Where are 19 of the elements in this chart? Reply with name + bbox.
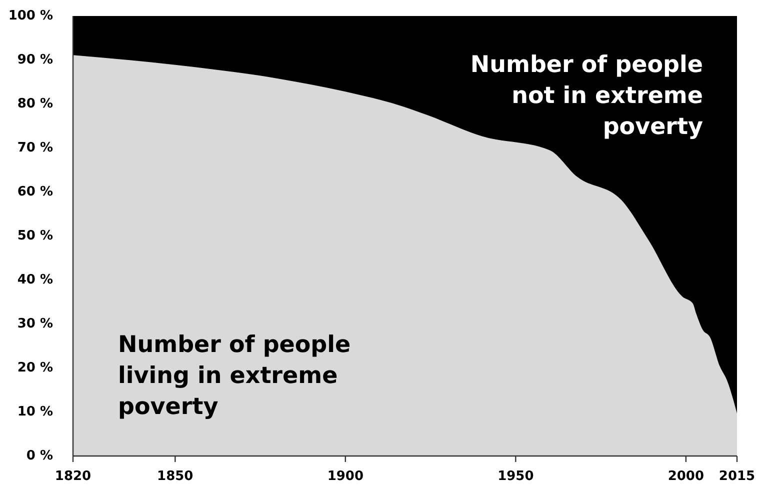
y-tick-label: 40 % [17,272,53,288]
series-label: Number of people living in extreme poverty [118,332,351,420]
x-tick-label: 1820 [54,469,92,484]
y-tick-label: 70 % [17,140,53,156]
y-tick-label: 60 % [17,184,53,200]
x-tick-label: 1900 [327,469,364,484]
y-tick-label: 100 % [8,8,53,24]
y-tick-label: 50 % [17,228,53,244]
y-tick-label: 20 % [17,360,53,376]
x-tick-label: 1950 [498,469,534,484]
x-tick-label: 2000 [668,469,704,484]
y-tick-label: 80 % [17,96,53,112]
y-tick-label: 10 % [17,404,53,420]
y-tick-label: 0 % [26,448,53,464]
y-tick-label: 90 % [17,52,53,68]
series-label: Number of people not in extreme poverty [470,52,704,140]
x-tick-label: 2015 [718,469,756,484]
x-tick-label: 1850 [157,469,194,484]
y-tick-label: 30 % [17,316,53,332]
